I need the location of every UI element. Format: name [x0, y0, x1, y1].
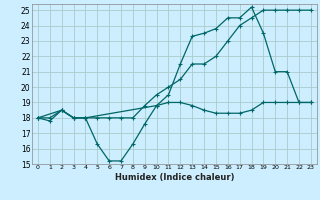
X-axis label: Humidex (Indice chaleur): Humidex (Indice chaleur)	[115, 173, 234, 182]
